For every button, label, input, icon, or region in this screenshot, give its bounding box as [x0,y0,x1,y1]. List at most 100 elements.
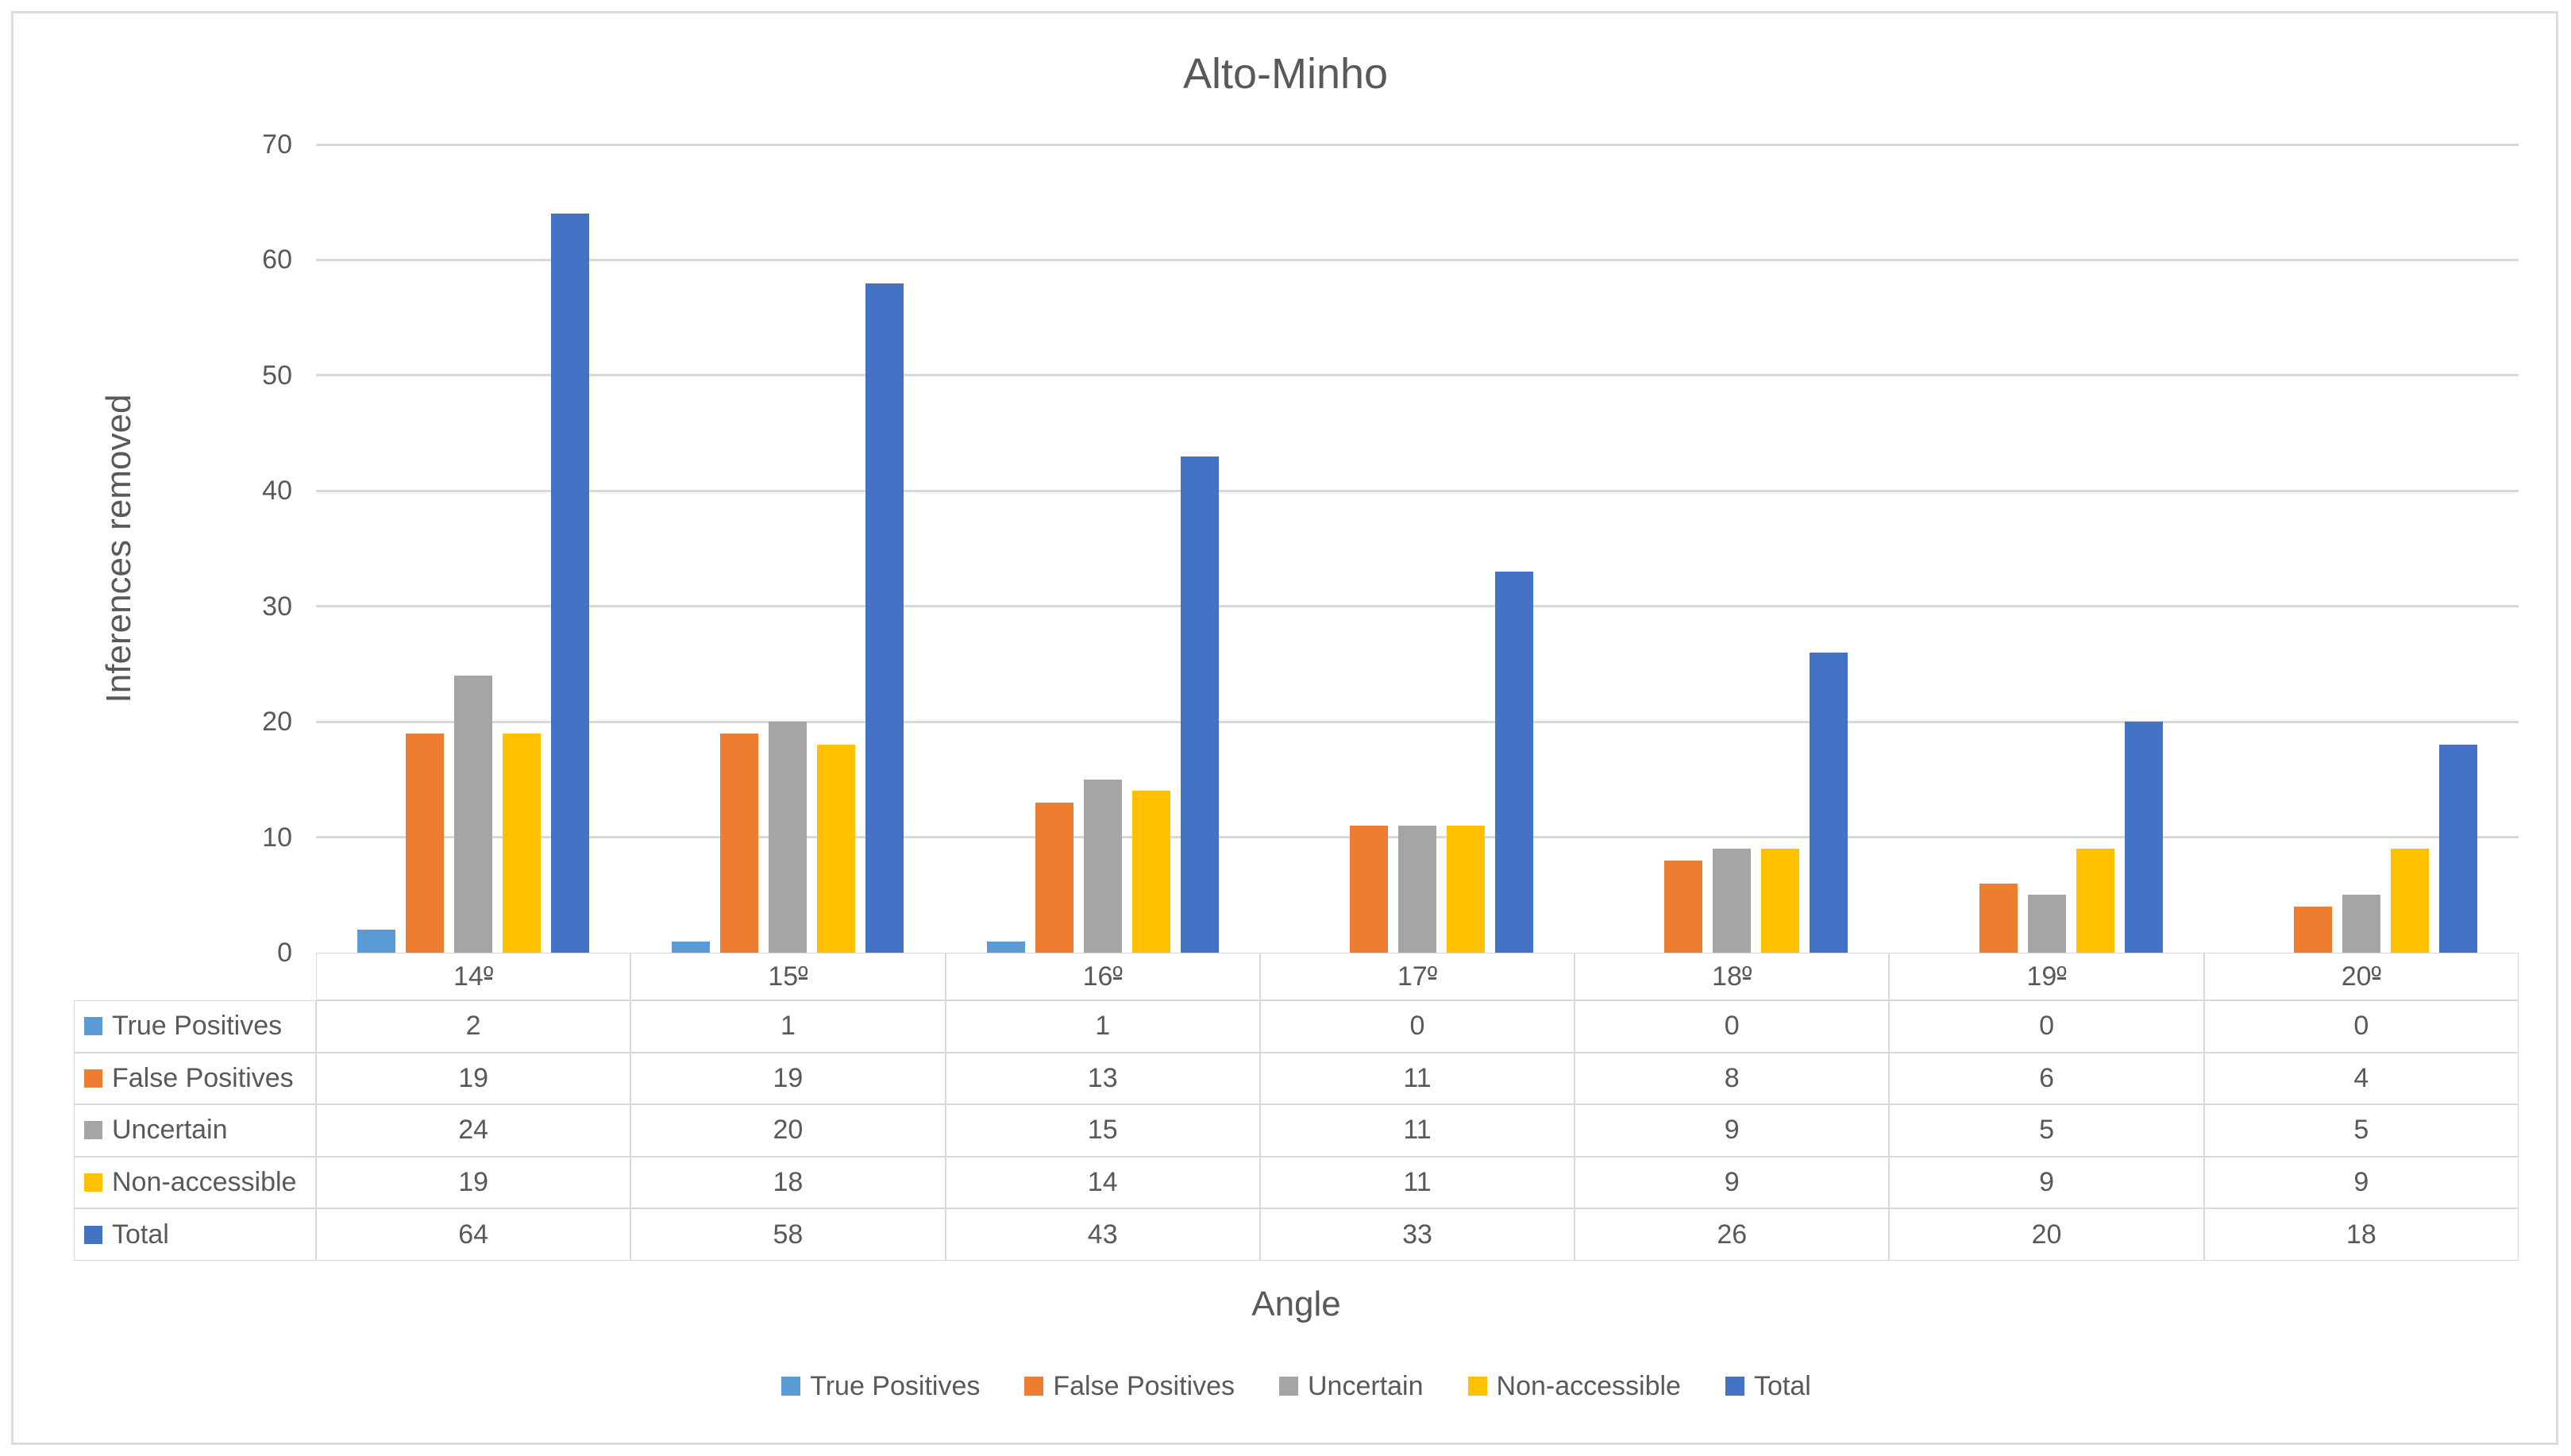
series-key-swatch [84,1173,102,1192]
bar-non-accessible [817,745,856,953]
bar-false-positives [1664,860,1703,953]
bar-true-positives [986,941,1025,953]
bar-total [1494,572,1533,953]
y-tick-label: 20 [262,707,292,738]
y-tick-label: 60 [262,245,292,275]
value-cell: 1 [630,1000,946,1053]
gridline [316,605,2519,608]
bar-uncertain [2342,895,2380,953]
legend-label: Non-accessible [1496,1370,1681,1401]
value-cell: 9 [1575,1156,1890,1209]
gridline [316,143,2519,146]
ordinal-indicator: º [1741,961,1752,992]
y-tick-label: 30 [262,591,292,622]
value-cell: 11 [1259,1104,1575,1157]
value-cell: 5 [2203,1104,2519,1157]
row-header-label: Non-accessible [112,1167,297,1198]
category-header-cell: 16 º [945,953,1260,1000]
row-header-label: False Positives [112,1062,294,1093]
series-key-swatch [84,1225,102,1244]
value-cell: 18 [2203,1208,2519,1261]
table-corner-cell [74,953,316,1000]
value-cell: 15 [945,1104,1260,1157]
category-header-cell: 20 º [2203,953,2519,1000]
row-header-label: Uncertain [112,1115,228,1146]
y-tick-label: 50 [262,360,292,391]
value-cell: 64 [316,1208,631,1261]
bar-non-accessible [1446,826,1485,953]
value-cell: 14 [945,1156,1260,1209]
legend-item: Total [1725,1371,1811,1402]
bar-non-accessible [2076,849,2114,953]
category-header-cell: 14 º [316,953,631,1000]
gridline [316,489,2519,492]
y-tick-label: 0 [277,938,292,968]
bar-false-positives [1035,802,1073,953]
value-cell: 9 [1889,1156,2204,1209]
legend-label: True Positives [810,1370,981,1401]
value-cell: 0 [1259,1000,1575,1053]
value-cell: 11 [1259,1052,1575,1105]
bar-non-accessible [2390,849,2429,953]
legend-item: Uncertain [1279,1371,1424,1402]
bar-non-accessible [503,733,542,953]
bar-total [865,283,904,953]
y-axis-title: Inferences removed [99,394,138,703]
bar-non-accessible [1131,791,1170,953]
legend-swatch [1024,1377,1044,1396]
bar-uncertain [1397,826,1436,953]
value-cell: 0 [2203,1000,2519,1053]
value-cell: 26 [1575,1208,1890,1261]
bar-total [2124,722,2163,953]
value-cell: 8 [1575,1052,1890,1105]
ordinal-indicator: º [2371,961,2381,992]
value-cell: 20 [630,1104,946,1157]
bar-group [1260,144,1575,953]
row-header-cell: True Positives [74,1000,316,1053]
value-cell: 11 [1259,1156,1575,1209]
bar-false-positives [720,733,759,953]
value-cell: 18 [630,1156,946,1209]
ordinal-indicator: º [1427,961,1438,992]
category-header-cell: 17 º [1259,953,1575,1000]
category-header-cell: 15 º [630,953,946,1000]
value-cell: 43 [945,1208,1260,1261]
legend: True Positives False Positives Uncertain No… [74,1367,2519,1405]
bar-group [2204,144,2519,953]
legend-swatch [1279,1377,1298,1396]
category-header-cell: 18 º [1575,953,1890,1000]
row-header-cell: False Positives [74,1052,316,1105]
row-header-cell: Uncertain [74,1104,316,1157]
bar-true-positives [357,929,396,953]
bar-group [946,144,1260,953]
bar-total [1810,652,1848,953]
row-header-label: Total [112,1219,169,1250]
bar-uncertain [769,722,808,953]
data-table: 14 º 15 º 16 º 17 º 18 º 19 º 20 º True Positives 2 1 1 0 0… [74,953,2519,1261]
value-cell: 58 [630,1208,946,1261]
value-cell: 2 [316,1000,631,1053]
row-header-label: True Positives [112,1011,283,1042]
legend-item: False Positives [1024,1371,1235,1402]
gridline [316,720,2519,723]
plot-area [316,144,2519,953]
value-cell: 6 [1889,1052,2204,1105]
value-cell: 0 [1889,1000,2204,1053]
value-cell: 9 [1575,1104,1890,1157]
ordinal-indicator: º [798,961,808,992]
bar-total [1180,456,1219,953]
value-cell: 0 [1575,1000,1890,1053]
legend-label: False Positives [1053,1370,1235,1401]
bar-uncertain [454,676,493,953]
bar-false-positives [406,733,445,953]
y-tick-label: 40 [262,476,292,507]
legend-swatch [1467,1377,1487,1396]
value-cell: 5 [1889,1104,2204,1157]
chart-title: Alto-Minho [1182,50,1389,98]
bar-false-positives [1349,826,1388,953]
bar-total [2438,745,2477,953]
bar-group [630,144,945,953]
value-cell: 19 [316,1052,631,1105]
bar-non-accessible [1761,849,1800,953]
legend-label: Uncertain [1308,1370,1424,1401]
